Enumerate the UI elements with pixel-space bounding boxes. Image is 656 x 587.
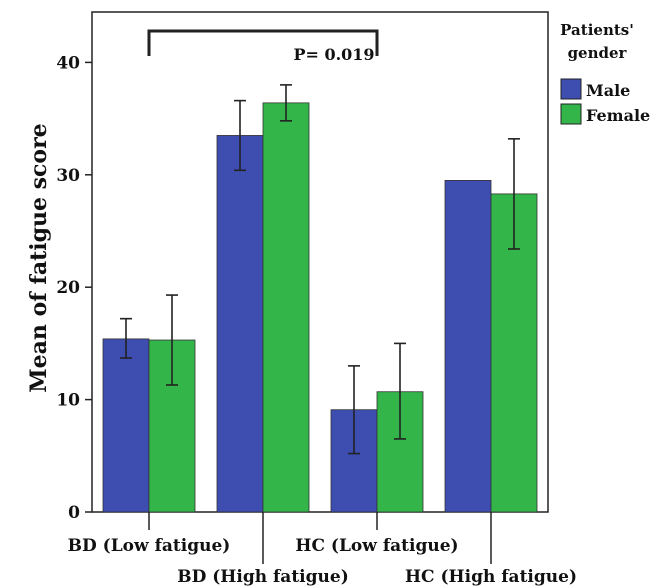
y-tick-label: 30	[56, 166, 80, 186]
x-category-label: BD (High fatigue)	[177, 567, 349, 587]
error-bars-layer	[120, 84, 520, 455]
legend-title-line1: Patients'	[560, 21, 634, 39]
bar-female-1	[262, 102, 310, 513]
p-value-label: P= 0.019	[293, 45, 374, 64]
bar-male-0	[102, 338, 150, 513]
y-tick-label: 40	[56, 53, 80, 73]
legend-label-male: Male	[586, 81, 630, 100]
significance-annotation: P= 0.019	[147, 29, 379, 64]
legend-title-line2: gender	[568, 44, 628, 62]
x-category-label: HC (Low fatigue)	[295, 536, 458, 556]
legend-label-female: Female	[586, 106, 650, 125]
bars-layer	[102, 102, 538, 513]
legend: Patients' gender Male Female	[560, 21, 650, 125]
legend-swatch-female	[560, 103, 582, 125]
y-axis-title: Mean of fatigue score	[26, 123, 52, 392]
legend-swatch-male	[560, 78, 582, 100]
bar-male-1	[216, 135, 264, 513]
plot-frame	[91, 11, 549, 513]
y-tick-label: 10	[56, 391, 80, 411]
y-tick-label: 0	[68, 503, 80, 523]
y-tick-label: 20	[56, 278, 80, 298]
x-category-label: BD (Low fatigue)	[68, 536, 231, 556]
significance-bracket	[147, 29, 379, 56]
x-axis-categories: BD (Low fatigue) BD (High fatigue) HC (Low…	[68, 512, 577, 587]
y-axis-ticks: 0 10 20 30 40	[56, 53, 92, 523]
x-category-label: HC (High fatigue)	[405, 567, 577, 587]
bar-male-3	[444, 180, 492, 513]
y-axis-title-group: Mean of fatigue score	[26, 123, 52, 392]
